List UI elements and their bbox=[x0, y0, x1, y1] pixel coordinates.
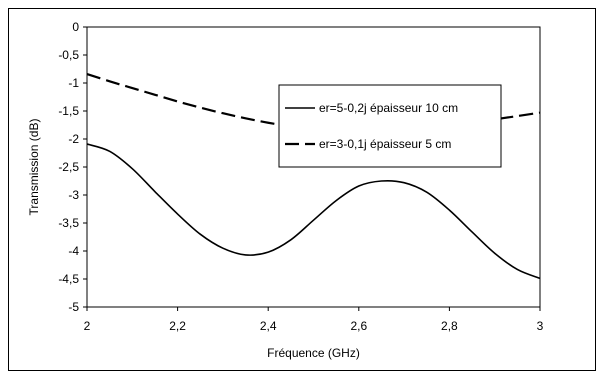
x-tick-label: 2 bbox=[84, 319, 91, 333]
y-tick-label: -3 bbox=[68, 188, 79, 202]
series-line-er5 bbox=[86, 143, 541, 280]
y-tick-label: -2,5 bbox=[58, 160, 79, 174]
legend-label: er=3-0,1j épaisseur 5 cm bbox=[319, 137, 451, 151]
x-tick-label: 3 bbox=[537, 319, 544, 333]
chart-frame bbox=[8, 8, 596, 371]
x-tick-label: 2,8 bbox=[441, 319, 458, 333]
legend-box bbox=[278, 84, 502, 168]
legend: er=5-0,2j épaisseur 10 cm er=3-0,1j épais… bbox=[278, 84, 502, 168]
y-tick-label: -1 bbox=[68, 76, 79, 90]
y-axis-title: Transmission (dB) bbox=[27, 119, 41, 216]
y-tick-label: -0,5 bbox=[58, 48, 79, 62]
x-tick-label: 2,4 bbox=[260, 319, 277, 333]
y-tick-label: -2 bbox=[68, 132, 79, 146]
y-tick-label: -1,5 bbox=[58, 104, 79, 118]
y-tick-label: -5 bbox=[68, 300, 79, 314]
legend-label: er=5-0,2j épaisseur 10 cm bbox=[319, 101, 458, 115]
y-tick-label: -4 bbox=[68, 244, 79, 258]
y-tick-label: 0 bbox=[72, 20, 79, 34]
x-tick-label: 2,2 bbox=[169, 319, 186, 333]
x-tick-label: 2,6 bbox=[350, 319, 367, 333]
y-tick-label: -4,5 bbox=[58, 272, 79, 286]
y-tick-label: -3,5 bbox=[58, 216, 79, 230]
x-axis-title: Fréquence (GHz) bbox=[267, 346, 360, 360]
ticks: 0 -0,5 -1 -1,5 -2 -2,5 -3 -3,5 -4 -4,5 -5 2 2,2 2,4 2,… bbox=[58, 20, 543, 333]
